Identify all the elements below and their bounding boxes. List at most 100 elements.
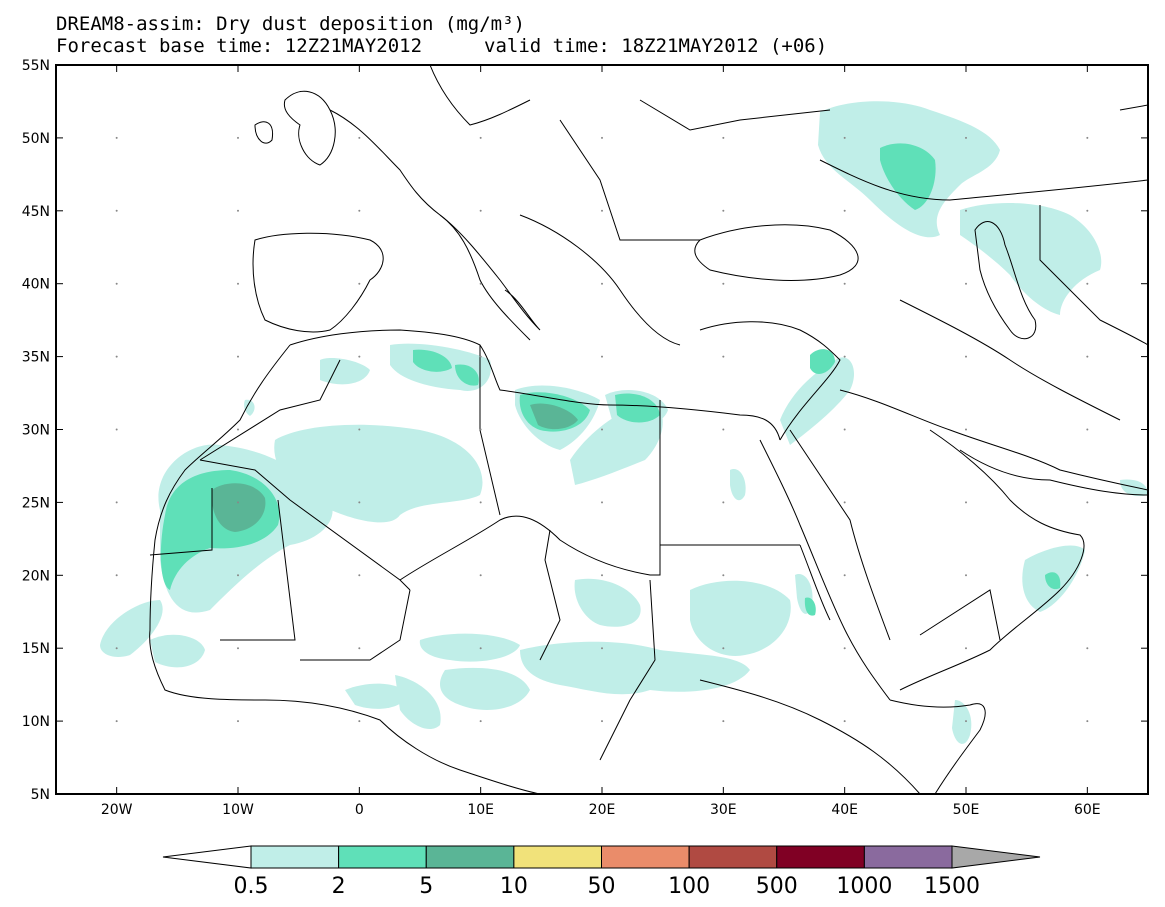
graticule-dot bbox=[115, 209, 118, 212]
dust-shading bbox=[100, 101, 1148, 744]
colorbar-label: 100 bbox=[668, 874, 710, 899]
graticule-dot bbox=[843, 428, 846, 431]
lon-label-0: 0 bbox=[355, 802, 364, 818]
axis-ticks bbox=[56, 64, 1148, 795]
graticule-dot bbox=[358, 355, 361, 358]
lon-label-10W: 10W bbox=[222, 802, 254, 818]
graticule-dot bbox=[722, 647, 725, 650]
lon-label-20W: 20W bbox=[101, 802, 133, 818]
graticule-dot bbox=[843, 574, 846, 577]
graticule-dot bbox=[358, 136, 361, 139]
graticule-dot bbox=[358, 209, 361, 212]
graticule-dot bbox=[237, 428, 239, 431]
colorbar-swatch bbox=[425, 845, 515, 869]
lat-label-40N: 40N bbox=[22, 277, 50, 293]
colorbar-label: 50 bbox=[588, 874, 616, 899]
graticule-dot bbox=[601, 282, 603, 285]
colorbar-label: 1000 bbox=[836, 874, 892, 899]
graticule-dot bbox=[237, 209, 239, 212]
lat-label-30N: 30N bbox=[22, 423, 50, 439]
graticule-dot bbox=[358, 574, 361, 577]
colorbar-swatch bbox=[601, 845, 690, 869]
colorbar-label: 5 bbox=[419, 874, 433, 899]
graticule-dot bbox=[115, 574, 118, 577]
graticule-dot bbox=[237, 282, 239, 285]
colorbar-label: 0.5 bbox=[234, 874, 269, 899]
colorbar: 0.5 2 5 10 50 100 500 1000 1500 bbox=[162, 845, 1041, 899]
graticule-dot bbox=[601, 355, 603, 358]
graticule-dot bbox=[115, 355, 118, 358]
graticule-dot bbox=[479, 647, 482, 650]
graticule-dot bbox=[722, 136, 725, 139]
graticule-dot bbox=[601, 209, 603, 212]
graticule-dot bbox=[1086, 136, 1089, 139]
lon-label-50E: 50E bbox=[953, 802, 980, 818]
latitude-labels: 55N 50N 45N 40N 35N 30N 25N 20N 15N 10N 5N bbox=[22, 58, 50, 803]
graticule-dot bbox=[479, 720, 482, 723]
graticule-dot bbox=[237, 355, 239, 358]
graticule-dot bbox=[601, 647, 603, 650]
graticule-dot bbox=[358, 428, 361, 431]
graticule-dot bbox=[479, 136, 482, 139]
graticule-dot bbox=[1086, 209, 1089, 212]
lon-label-40E: 40E bbox=[831, 802, 858, 818]
lat-label-55N: 55N bbox=[22, 58, 50, 74]
graticule-dot bbox=[479, 501, 482, 504]
longitude-labels: 20W 10W 0 10E 20E 30E 40E 50E 60E bbox=[101, 802, 1101, 818]
graticule-dot bbox=[965, 428, 967, 431]
graticule-dot bbox=[479, 428, 482, 431]
lon-label-30E: 30E bbox=[710, 802, 737, 818]
forecast-time-line: Forecast base time: 12Z21MAY2012 valid ti… bbox=[56, 35, 827, 57]
colorbar-right-arrow bbox=[951, 845, 1041, 869]
country-borders bbox=[149, 65, 1148, 794]
graticule-dot bbox=[601, 574, 603, 577]
forecast-base-time: Forecast base time: 12Z21MAY2012 bbox=[56, 35, 423, 57]
lat-label-50N: 50N bbox=[22, 131, 50, 147]
graticule-dot bbox=[965, 355, 967, 358]
lon-label-60E: 60E bbox=[1074, 802, 1101, 818]
colorbar-swatch bbox=[776, 845, 865, 869]
colorbar-swatch bbox=[863, 845, 953, 869]
graticule-dot bbox=[237, 501, 239, 504]
colorbar-swatch bbox=[250, 845, 340, 869]
graticule-dot bbox=[237, 136, 239, 139]
valid-time: valid time: 18Z21MAY2012 (+06) bbox=[484, 35, 828, 57]
graticule-dot bbox=[479, 209, 482, 212]
graticule-dot bbox=[1086, 720, 1089, 723]
graticule-dot bbox=[479, 574, 482, 577]
graticule-dot bbox=[843, 136, 846, 139]
graticule-dot bbox=[237, 720, 239, 723]
graticule-dot bbox=[965, 209, 967, 212]
graticule-dot bbox=[722, 720, 725, 723]
colorbar-label: 1500 bbox=[924, 874, 980, 899]
graticule-dot bbox=[115, 136, 118, 139]
graticule-dot bbox=[843, 647, 846, 650]
colorbar-swatch bbox=[338, 845, 427, 869]
graticule-dot bbox=[1086, 428, 1089, 431]
graticule-dot bbox=[843, 282, 846, 285]
graticule-dot bbox=[479, 355, 482, 358]
graticule-dot bbox=[115, 720, 118, 723]
lat-label-45N: 45N bbox=[22, 204, 50, 220]
graticule-dots bbox=[115, 136, 1089, 723]
lon-label-20E: 20E bbox=[589, 802, 616, 818]
graticule-dot bbox=[843, 501, 846, 504]
lat-label-20N: 20N bbox=[22, 568, 50, 584]
graticule-dot bbox=[722, 209, 725, 212]
graticule-dot bbox=[965, 574, 967, 577]
graticule-dot bbox=[843, 355, 846, 358]
deposition-0.5-2 bbox=[100, 101, 1148, 744]
colorbar-swatch bbox=[513, 845, 602, 869]
lat-label-10N: 10N bbox=[22, 714, 50, 730]
graticule-dot bbox=[1086, 574, 1089, 577]
graticule-dot bbox=[479, 282, 482, 285]
colorbar-label: 500 bbox=[756, 874, 798, 899]
graticule-dot bbox=[722, 501, 725, 504]
lat-label-5N: 5N bbox=[31, 787, 50, 803]
graticule-dot bbox=[843, 209, 846, 212]
graticule-dot bbox=[237, 574, 239, 577]
graticule-dot bbox=[115, 282, 118, 285]
graticule-dot bbox=[115, 501, 118, 504]
graticule-dot bbox=[358, 501, 361, 504]
